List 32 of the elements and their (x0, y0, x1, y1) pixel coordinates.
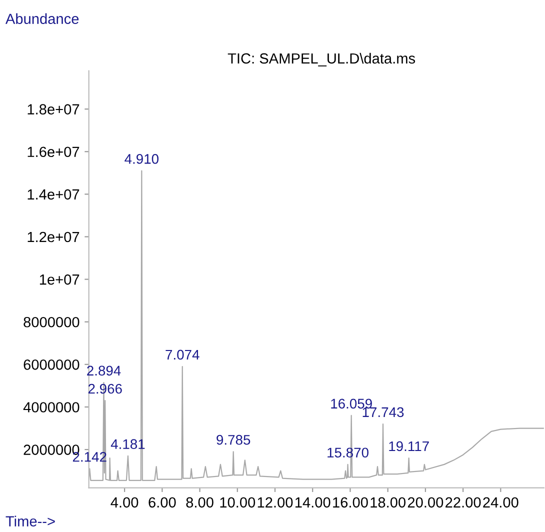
y-tick-label: 6000000 (24, 360, 80, 370)
y-tick-label: 1e+07 (40, 274, 80, 285)
x-tick-label: 16.00 (333, 497, 368, 508)
x-tick-label: 14.00 (295, 497, 330, 508)
y-tick-label: 4000000 (23, 402, 80, 412)
annotation: 19.117 (389, 441, 429, 452)
x-tick-label: 20.00 (408, 497, 444, 508)
x-tick-label: 6.00 (148, 497, 176, 508)
annotation: 4.181 (110, 439, 145, 450)
y-tick-label: 8000000 (24, 316, 80, 328)
y-tick-label: 1.6e+07 (28, 146, 80, 158)
annotation: 4.910 (124, 154, 159, 164)
x-tick-label: 12.00 (258, 497, 293, 508)
x-tick-label: 8.00 (186, 497, 214, 508)
y-tick-label: 1.8e+07 (28, 104, 80, 114)
y-tick-label: 1.2e+07 (28, 232, 80, 242)
annotation: 7.074 (166, 350, 200, 360)
annotation: 2.966 (88, 384, 122, 394)
y-tick-label: 1.4e+07 (28, 189, 80, 200)
x-tick-label: 24.00 (483, 497, 518, 508)
chart-title: TIC: SAMPEL_UL.D\data.ms (228, 52, 416, 66)
annotation: 15.870 (328, 448, 368, 458)
x-tick-label: 4.00 (110, 497, 138, 508)
x-tick-label: 18.00 (370, 497, 406, 508)
annotation: 9.785 (216, 434, 250, 445)
y-axis-title: Abundance (5, 13, 79, 24)
x-axis-title: Time--> (6, 516, 55, 526)
annotation: 2.894 (87, 366, 121, 376)
x-tick-label: 10.00 (220, 497, 256, 508)
annotation: 17.743 (362, 407, 404, 418)
annotation: 16.059 (331, 398, 372, 409)
x-tick-label: 22.00 (446, 497, 481, 508)
